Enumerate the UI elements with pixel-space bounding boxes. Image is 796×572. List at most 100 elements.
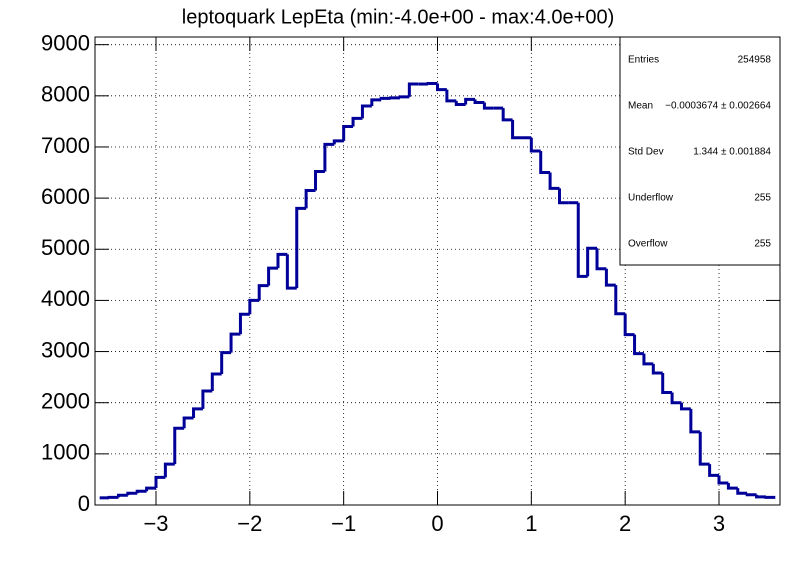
histogram-bin bbox=[220, 351, 232, 375]
histogram-bin bbox=[764, 495, 776, 499]
histogram-bin bbox=[379, 96, 391, 100]
histogram-bin bbox=[126, 491, 138, 496]
histogram-bin bbox=[135, 489, 147, 494]
histogram-bin bbox=[116, 493, 128, 498]
stats-box bbox=[619, 36, 781, 266]
histogram-bin bbox=[154, 475, 166, 489]
histogram-bin bbox=[248, 298, 260, 315]
histogram-bin bbox=[623, 313, 635, 337]
stat-value: 254958 bbox=[738, 55, 772, 66]
histogram-bin bbox=[370, 98, 382, 107]
x-tick-label: −2 bbox=[237, 511, 262, 536]
histogram-bin bbox=[238, 312, 250, 335]
histogram-bin bbox=[285, 254, 297, 290]
histogram-bin bbox=[192, 407, 203, 419]
histogram-bin bbox=[323, 142, 335, 172]
histogram-bin bbox=[276, 252, 288, 269]
histogram-bin bbox=[473, 99, 485, 104]
histogram-bin bbox=[342, 125, 354, 141]
x-tick-label: −1 bbox=[331, 511, 356, 536]
axes: 0 1000 2000 3000 4000 5000 6000 7000 8000 9000 −3 −… bbox=[41, 30, 780, 536]
stat-value: 1.344 ± 0.001884 bbox=[693, 147, 771, 158]
stat-label: Std Dev bbox=[628, 147, 664, 158]
histogram-bin bbox=[163, 462, 175, 478]
histogram-bin bbox=[689, 408, 701, 434]
histogram-bin bbox=[304, 188, 316, 209]
stat-label: Entries bbox=[628, 55, 659, 66]
histogram-bin bbox=[145, 486, 156, 492]
histogram-bin bbox=[642, 353, 654, 366]
histogram-bin bbox=[717, 475, 729, 485]
histogram-bin bbox=[539, 151, 551, 175]
histogram-bin bbox=[755, 494, 766, 499]
histogram-bin bbox=[436, 83, 447, 92]
stat-label: Underflow bbox=[628, 193, 674, 204]
y-tick-label: 3000 bbox=[41, 337, 90, 362]
histogram-bin bbox=[651, 363, 663, 375]
histogram-bin bbox=[173, 426, 185, 465]
y-tick-label: 0 bbox=[78, 491, 90, 516]
histogram-bin bbox=[445, 89, 457, 103]
histogram-bin bbox=[267, 266, 278, 286]
x-tick-label: −3 bbox=[143, 511, 168, 536]
histogram-bin bbox=[351, 116, 363, 127]
stat-value: 255 bbox=[754, 193, 771, 204]
chart-title: leptoquark LepEta (min:-4.0e+00 - max:4.… bbox=[182, 6, 614, 28]
histogram-bin bbox=[360, 104, 372, 119]
histogram-bin bbox=[576, 202, 588, 278]
y-tick-label: 1000 bbox=[41, 440, 90, 465]
histogram-bin bbox=[614, 285, 626, 316]
histogram-bin bbox=[501, 108, 513, 122]
stat-value: −0.0003674 ± 0.002664 bbox=[665, 101, 771, 112]
histogram-bin bbox=[464, 97, 476, 105]
histogram-bin bbox=[548, 172, 560, 190]
x-tick-label: 2 bbox=[619, 511, 631, 536]
histogram-bin bbox=[661, 373, 673, 394]
stat-value: 255 bbox=[754, 239, 771, 250]
histogram-bin bbox=[182, 416, 194, 429]
histogram-bin bbox=[633, 334, 644, 356]
histogram-bin bbox=[426, 82, 438, 86]
histogram-bin bbox=[698, 431, 710, 466]
histogram-bin bbox=[529, 137, 541, 153]
histogram-bin bbox=[295, 206, 307, 289]
histogram-bin bbox=[389, 96, 400, 100]
histogram-bin bbox=[454, 100, 466, 107]
histogram bbox=[99, 82, 776, 500]
y-tick-label: 7000 bbox=[41, 133, 90, 158]
x-tick-label: 0 bbox=[431, 511, 443, 536]
histogram-bin bbox=[586, 246, 598, 277]
y-tick-label: 5000 bbox=[41, 235, 90, 260]
histogram-bin bbox=[670, 392, 682, 405]
histogram-bin bbox=[257, 284, 269, 301]
histogram-bin bbox=[511, 119, 522, 140]
histogram-bin bbox=[557, 188, 569, 205]
histogram-bin bbox=[482, 102, 494, 110]
y-tick-label: 6000 bbox=[41, 184, 90, 209]
histogram-bin bbox=[229, 332, 241, 353]
stat-label: Overflow bbox=[628, 239, 668, 250]
histogram-bin bbox=[736, 488, 748, 495]
stats: Entries 254958 Mean −0.0003674 ± 0.002664 St… bbox=[628, 55, 771, 250]
y-tick-label: 8000 bbox=[41, 82, 90, 107]
histogram-bin bbox=[407, 82, 419, 97]
histogram-bin bbox=[201, 389, 213, 409]
histogram-bin bbox=[708, 464, 720, 477]
y-tick-label: 9000 bbox=[41, 30, 90, 55]
histogram-bin bbox=[604, 268, 616, 287]
histogram-bin bbox=[595, 248, 607, 271]
x-tick-label: 3 bbox=[713, 511, 725, 536]
y-tick-label: 2000 bbox=[41, 389, 90, 414]
histogram-bin bbox=[332, 139, 344, 145]
y-tick-label: 4000 bbox=[41, 286, 90, 311]
stat-label: Mean bbox=[628, 101, 653, 112]
histogram-bin bbox=[398, 95, 410, 99]
histogram-bin bbox=[726, 483, 738, 490]
histogram-bin bbox=[679, 402, 691, 411]
histogram-bin bbox=[314, 170, 325, 191]
x-tick-label: 1 bbox=[525, 511, 537, 536]
histogram-bin bbox=[745, 493, 757, 497]
histogram-bin bbox=[210, 372, 222, 391]
